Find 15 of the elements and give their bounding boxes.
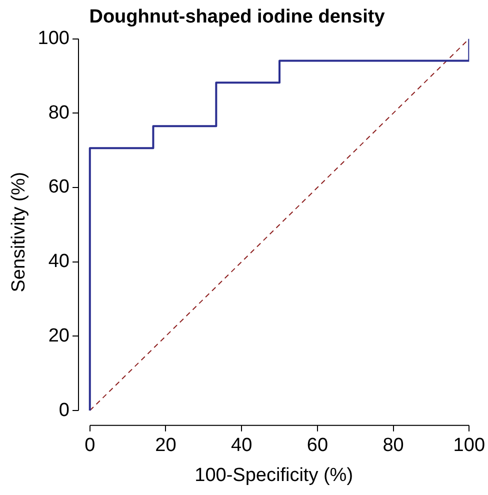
y-tick-label: 0 — [58, 400, 70, 421]
chart-title: Doughnut-shaped iodine density — [89, 6, 386, 28]
y-tick-label: 100 — [38, 28, 70, 50]
x-tick-label: 60 — [306, 435, 328, 456]
x-tick-label: 100 — [453, 435, 485, 456]
x-tick-label: 80 — [382, 435, 404, 456]
x-tick-label: 20 — [155, 435, 176, 456]
x-tick-label: 40 — [231, 435, 252, 456]
y-tick-label: 60 — [48, 176, 70, 198]
y-tick-label: 20 — [48, 325, 70, 346]
y-tick-label: 80 — [48, 102, 70, 124]
x-axis-title: 100-Specificity (%) — [194, 464, 354, 486]
y-axis-title: Sensitivity (%) — [8, 172, 30, 292]
y-tick-label: 40 — [48, 251, 70, 272]
x-tick-label: 0 — [84, 435, 96, 456]
